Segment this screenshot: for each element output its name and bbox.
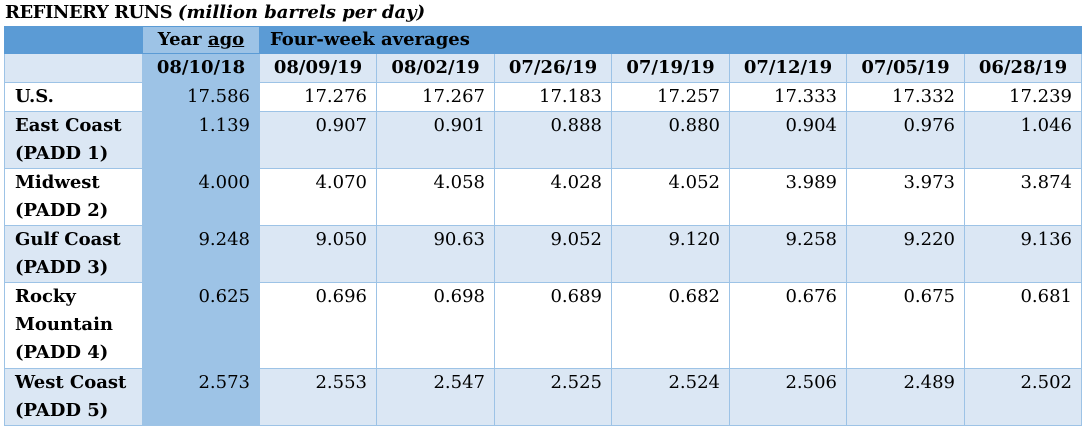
row-label: U.S. xyxy=(4,82,143,112)
value-cell: 17.239 xyxy=(964,82,1082,112)
value-cell: 2.506 xyxy=(729,368,847,426)
value-cell: 17.267 xyxy=(376,82,495,112)
value-cell: 0.696 xyxy=(259,282,377,369)
title-main: REFINERY RUNS xyxy=(5,2,173,23)
date-header-1: 08/09/19 xyxy=(259,53,377,83)
value-cell: 9.220 xyxy=(846,225,965,283)
year-ago-header: Year ago xyxy=(142,26,260,54)
value-cell: 4.070 xyxy=(259,168,377,226)
value-cell: 17.586 xyxy=(142,82,260,112)
value-cell: 2.524 xyxy=(611,368,730,426)
table-row: Gulf Coast (PADD 3) 9.248 9.050 90.63 9.052 9… xyxy=(4,225,1082,283)
row-label: Rocky Mountain (PADD 4) xyxy=(4,282,143,369)
value-cell: 4.052 xyxy=(611,168,730,226)
table-row: Midwest (PADD 2) 4.000 4.070 4.058 4.028 4.05… xyxy=(4,168,1082,226)
row-label: East Coast (PADD 1) xyxy=(4,111,143,169)
value-cell: 2.573 xyxy=(142,368,260,426)
date-header-2: 08/02/19 xyxy=(376,53,495,83)
value-cell: 1.046 xyxy=(964,111,1082,169)
value-cell: 9.258 xyxy=(729,225,847,283)
table-row: West Coast (PADD 5) 2.573 2.553 2.547 2.525 2… xyxy=(4,368,1082,426)
table-row: U.S. 17.586 17.276 17.267 17.183 17.257 17.333… xyxy=(4,82,1082,112)
value-cell: 9.050 xyxy=(259,225,377,283)
title-subtitle: (million barrels per day) xyxy=(177,2,426,23)
value-cell: 2.547 xyxy=(376,368,495,426)
header-corner-2 xyxy=(4,53,143,83)
value-cell: 0.888 xyxy=(494,111,612,169)
date-header-4: 07/19/19 xyxy=(611,53,730,83)
date-header-6: 07/05/19 xyxy=(846,53,965,83)
value-cell: 0.676 xyxy=(729,282,847,369)
value-cell: 3.973 xyxy=(846,168,965,226)
value-cell: 0.901 xyxy=(376,111,495,169)
value-cell: 9.248 xyxy=(142,225,260,283)
value-cell: 17.332 xyxy=(846,82,965,112)
date-header-0: 08/10/18 xyxy=(142,53,260,83)
value-cell: 1.139 xyxy=(142,111,260,169)
date-header-3: 07/26/19 xyxy=(494,53,612,83)
value-cell: 17.333 xyxy=(729,82,847,112)
value-cell: 2.553 xyxy=(259,368,377,426)
table-body: U.S. 17.586 17.276 17.267 17.183 17.257 17.333… xyxy=(4,82,1082,426)
value-cell: 2.525 xyxy=(494,368,612,426)
value-cell: 9.136 xyxy=(964,225,1082,283)
table-row: Rocky Mountain (PADD 4) 0.625 0.696 0.698 0.… xyxy=(4,282,1082,369)
value-cell: 3.989 xyxy=(729,168,847,226)
value-cell: 0.682 xyxy=(611,282,730,369)
value-cell: 0.625 xyxy=(142,282,260,369)
table-row: East Coast (PADD 1) 1.139 0.907 0.901 0.888 0… xyxy=(4,111,1082,169)
value-cell: 9.052 xyxy=(494,225,612,283)
value-cell: 0.907 xyxy=(259,111,377,169)
row-label: Midwest (PADD 2) xyxy=(4,168,143,226)
value-cell: 3.874 xyxy=(964,168,1082,226)
value-cell: 0.880 xyxy=(611,111,730,169)
value-cell: 4.028 xyxy=(494,168,612,226)
value-cell: 0.698 xyxy=(376,282,495,369)
date-header-7: 06/28/19 xyxy=(964,53,1082,83)
refinery-runs-table: Year ago Four-week averages 08/10/18 08/0… xyxy=(4,26,1082,426)
header-row-dates: 08/10/18 08/09/19 08/02/19 07/26/19 07/19/19… xyxy=(4,53,1082,83)
date-header-5: 07/12/19 xyxy=(729,53,847,83)
year-ago-text: Year xyxy=(157,29,208,50)
value-cell: 90.63 xyxy=(376,225,495,283)
value-cell: 4.000 xyxy=(142,168,260,226)
value-cell: 0.904 xyxy=(729,111,847,169)
value-cell: 2.502 xyxy=(964,368,1082,426)
value-cell: 4.058 xyxy=(376,168,495,226)
value-cell: 0.976 xyxy=(846,111,965,169)
header-row-top: Year ago Four-week averages xyxy=(4,26,1082,54)
value-cell: 9.120 xyxy=(611,225,730,283)
row-label: Gulf Coast (PADD 3) xyxy=(4,225,143,283)
value-cell: 17.276 xyxy=(259,82,377,112)
page-title: REFINERY RUNS (million barrels per day) xyxy=(5,0,425,26)
value-cell: 2.489 xyxy=(846,368,965,426)
value-cell: 0.689 xyxy=(494,282,612,369)
value-cell: 0.681 xyxy=(964,282,1082,369)
value-cell: 0.675 xyxy=(846,282,965,369)
header-corner xyxy=(4,26,143,54)
year-ago-link[interactable]: ago xyxy=(207,29,245,50)
four-week-averages-header: Four-week averages xyxy=(259,26,1082,54)
row-label: West Coast (PADD 5) xyxy=(4,368,143,426)
value-cell: 17.183 xyxy=(494,82,612,112)
value-cell: 17.257 xyxy=(611,82,730,112)
